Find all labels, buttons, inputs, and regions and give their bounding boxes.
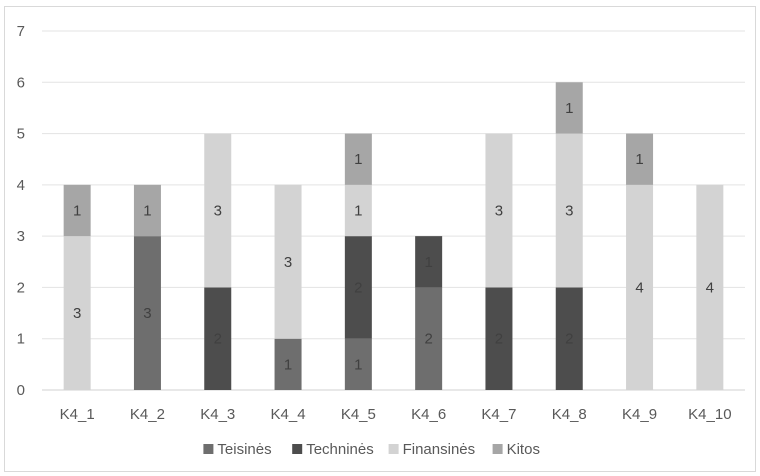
data-label: 1 <box>565 100 573 117</box>
data-label: 4 <box>706 279 714 296</box>
bars: 3 1 3 1 2 3 1 3 1 2 1 1 2 1 2 3 2 3 1 4 1 4 <box>63 82 724 390</box>
data-label: 1 <box>73 203 81 220</box>
data-label: 1 <box>424 254 432 271</box>
legend: Teisinės Techninės Finansinės Kitos <box>203 441 540 458</box>
data-label: 2 <box>495 331 503 348</box>
legend-swatch <box>203 444 214 454</box>
bar-segment <box>204 287 232 390</box>
bar-segment <box>274 338 302 390</box>
data-label: 2 <box>214 331 222 348</box>
bar-segment <box>555 82 583 134</box>
legend-label: Kitos <box>507 441 540 458</box>
x-tick-label: K4_6 <box>411 406 446 423</box>
legend-swatch <box>492 444 503 454</box>
bar-segment <box>555 133 583 288</box>
bar-segment <box>696 184 724 390</box>
y-tick-label: 7 <box>17 23 25 40</box>
data-label: 1 <box>354 151 362 168</box>
x-tick-label: K4_9 <box>622 406 657 423</box>
x-axis-tick-labels: K4_1 K4_2 K4_3 K4_4 K4_5 K4_6 K4_7 K4_8 K4_9 K4_1… <box>60 406 732 423</box>
x-tick-label: K4_3 <box>200 406 235 423</box>
data-label: 3 <box>214 203 222 220</box>
bar-segment <box>204 133 232 288</box>
bar-segment <box>415 287 443 390</box>
bar-segment <box>63 184 91 237</box>
bar-segment <box>555 287 583 390</box>
data-label: 2 <box>424 331 432 348</box>
bar-segment <box>274 184 302 339</box>
bar-segment <box>344 133 372 185</box>
legend-label: Teisinės <box>217 441 271 458</box>
data-label: 1 <box>354 203 362 220</box>
data-label: 3 <box>495 203 503 220</box>
bar-segment <box>485 133 513 288</box>
y-tick-label: 0 <box>17 382 25 399</box>
legend-swatch <box>388 444 399 454</box>
bar-segment <box>626 133 654 185</box>
y-tick-label: 2 <box>17 279 25 296</box>
bar-segment <box>415 236 443 288</box>
stacked-bar-chart: 0 1 2 3 4 5 6 7 3 1 3 1 2 3 1 3 1 2 1 1 2 1 2 3 2 3 1 4 1 4 K4_1 K4_2… <box>17 23 745 458</box>
chart-area: 0 1 2 3 4 5 6 7 3 1 3 1 2 3 1 3 1 2 1 1 2 1 2 3 2 3 1 4 1 4 K4_1 K4_2… <box>4 6 756 472</box>
data-label: 4 <box>635 279 643 296</box>
data-label: 3 <box>284 254 292 271</box>
data-label: 1 <box>354 356 362 373</box>
bar-segment <box>344 236 372 339</box>
x-tick-label: K4_4 <box>271 406 306 423</box>
bar-segment <box>344 338 372 390</box>
x-tick-label: K4_2 <box>130 406 165 423</box>
data-label: 3 <box>73 305 81 322</box>
x-tick-label: K4_10 <box>688 406 731 423</box>
data-label: 1 <box>284 356 292 373</box>
data-label: 1 <box>143 203 151 220</box>
bar-segment <box>485 287 513 390</box>
legend-swatch <box>292 444 303 454</box>
x-tick-label: K4_7 <box>481 406 516 423</box>
legend-label: Techninės <box>306 441 374 458</box>
data-label: 1 <box>635 151 643 168</box>
bar-segment <box>133 236 161 390</box>
data-label: 2 <box>354 279 362 296</box>
bar-segment <box>344 184 372 237</box>
x-tick-label: K4_5 <box>341 406 376 423</box>
bar-segment <box>63 236 91 390</box>
y-tick-label: 5 <box>17 126 25 143</box>
y-tick-label: 4 <box>17 177 25 194</box>
y-tick-label: 3 <box>17 228 25 245</box>
x-tick-label: K4_1 <box>60 406 95 423</box>
data-label: 2 <box>565 331 573 348</box>
x-tick-label: K4_8 <box>552 406 587 423</box>
bar-segment <box>133 184 161 237</box>
y-tick-label: 6 <box>17 74 25 91</box>
legend-label: Finansinės <box>403 441 476 458</box>
y-tick-label: 1 <box>17 331 25 348</box>
y-axis-tick-labels: 0 1 2 3 4 5 6 7 <box>17 23 25 399</box>
bar-segment <box>626 184 654 390</box>
data-label: 3 <box>565 203 573 220</box>
data-label: 3 <box>143 305 151 322</box>
